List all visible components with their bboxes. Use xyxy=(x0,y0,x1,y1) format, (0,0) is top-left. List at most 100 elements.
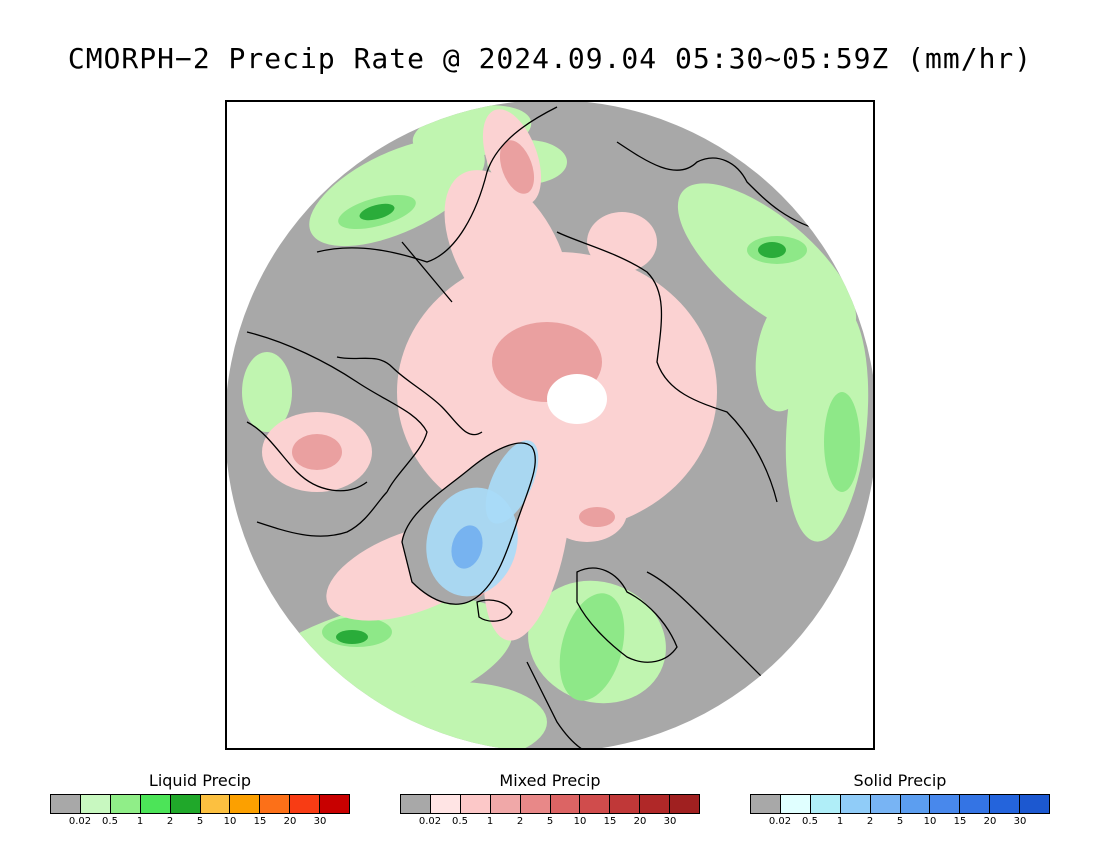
legend-ticks-mixed: 0.02 0.5 1 2 5 10 15 20 30 xyxy=(400,814,700,828)
legend-swatch xyxy=(960,795,991,813)
legend-tick-label: 30 xyxy=(663,816,677,827)
legend-tick-label: 15 xyxy=(253,816,267,827)
liquid-precip-area xyxy=(242,352,292,432)
legend-swatch xyxy=(580,795,611,813)
legend-solid: Solid Precip 0.02 0.5 1 2 5 10 15 20 30 xyxy=(750,772,1050,828)
legend-tick-label: 1 xyxy=(836,816,844,827)
legend-swatch xyxy=(840,795,871,813)
legend-swatch xyxy=(610,795,641,813)
legend-swatch xyxy=(401,795,431,813)
liquid-precip-heavy xyxy=(758,242,786,258)
pole-no-data xyxy=(547,374,607,424)
mixed-precip-moderate xyxy=(292,434,342,470)
map-svg xyxy=(227,102,873,748)
legend-swatch xyxy=(990,795,1021,813)
legend-tick-label: 5 xyxy=(196,816,204,827)
legend-tick-label: 30 xyxy=(313,816,327,827)
legend-swatch xyxy=(80,795,111,813)
legend-swatch xyxy=(460,795,491,813)
coastline-siberia xyxy=(556,231,778,503)
legend-bar-liquid xyxy=(50,794,350,814)
legend-tick-label: 0.02 xyxy=(768,816,792,827)
legend-bar-solid xyxy=(750,794,1050,814)
legend-swatch xyxy=(170,795,201,813)
legend-swatch xyxy=(200,795,231,813)
legend-ticks-liquid: 0.02 0.5 1 2 5 10 15 20 30 xyxy=(50,814,350,828)
legend-swatch xyxy=(320,795,350,813)
legend-tick-label: 30 xyxy=(1013,816,1027,827)
legend-mixed: Mixed Precip 0.02 0.5 1 2 5 10 15 20 30 xyxy=(400,772,700,828)
coastline-arctic-islands xyxy=(336,356,483,436)
liquid-precip-heavy xyxy=(359,203,395,221)
legend-liquid: Liquid Precip 0.02 0.5 1 2 5 10 15 20 30 xyxy=(50,772,350,828)
coastline-iceland xyxy=(476,599,513,622)
liquid-precip-moderate xyxy=(559,593,625,701)
legend-swatch xyxy=(51,795,81,813)
legend-swatch xyxy=(780,795,811,813)
legend-tick-label: 15 xyxy=(603,816,617,827)
coastline-russia-west xyxy=(646,571,768,683)
legend-tick-label: 20 xyxy=(633,816,647,827)
legend-tick-label: 15 xyxy=(953,816,967,827)
legend-swatch xyxy=(751,795,781,813)
precip-layer xyxy=(241,105,869,748)
legend-tick-label: 10 xyxy=(573,816,587,827)
solid-precip-area xyxy=(485,440,539,524)
liquid-precip-moderate xyxy=(824,392,860,492)
legend-swatch xyxy=(140,795,171,813)
legend-swatch xyxy=(490,795,521,813)
coastline-canada-north xyxy=(246,331,428,493)
legend-tick-label: 20 xyxy=(983,816,997,827)
legend-tick-label: 1 xyxy=(136,816,144,827)
legend-tick-label: 0.02 xyxy=(68,816,92,827)
legend-tick-label: 0.5 xyxy=(452,816,468,827)
legend-swatch xyxy=(230,795,261,813)
mixed-precip-moderate xyxy=(579,507,615,527)
legend-title-liquid: Liquid Precip xyxy=(148,771,252,790)
legend-swatch xyxy=(110,795,141,813)
legend-tick-label: 2 xyxy=(166,816,174,827)
coastline-east-siberia xyxy=(616,141,828,233)
legend-tick-label: 20 xyxy=(283,816,297,827)
mixed-precip-area xyxy=(587,212,657,272)
legend-tick-label: 0.5 xyxy=(802,816,818,827)
legend-tick-label: 5 xyxy=(546,816,554,827)
legend-swatch xyxy=(520,795,551,813)
legend-swatch xyxy=(870,795,901,813)
legend-swatch xyxy=(260,795,291,813)
legend-swatch xyxy=(900,795,931,813)
coastline-greenland xyxy=(401,442,536,605)
legend-tick-label: 5 xyxy=(896,816,904,827)
legend-title-mixed: Mixed Precip xyxy=(499,771,601,790)
liquid-precip-heavy xyxy=(336,630,368,644)
mixed-precip-area xyxy=(444,170,570,334)
legend-tick-label: 0.02 xyxy=(418,816,442,827)
legend-tick-label: 2 xyxy=(866,816,874,827)
coastline-labrador xyxy=(256,491,388,537)
coastline-bering xyxy=(401,241,453,303)
legend-swatch xyxy=(640,795,671,813)
legend-title-solid: Solid Precip xyxy=(853,771,947,790)
solid-precip-moderate xyxy=(451,525,483,569)
coastline-scandinavia xyxy=(576,567,678,663)
legend-swatch xyxy=(930,795,961,813)
liquid-precip-area xyxy=(755,292,819,412)
legend-swatch xyxy=(810,795,841,813)
legend-tick-label: 10 xyxy=(223,816,237,827)
legend-bar-mixed xyxy=(400,794,700,814)
legend-swatch xyxy=(430,795,461,813)
legend-swatch xyxy=(1020,795,1050,813)
coastline-uk xyxy=(526,661,588,748)
legend-ticks-solid: 0.02 0.5 1 2 5 10 15 20 30 xyxy=(750,814,1050,828)
legend-tick-label: 10 xyxy=(923,816,937,827)
legend-tick-label: 2 xyxy=(516,816,524,827)
coastline-alaska xyxy=(316,106,558,263)
coastline-hudson xyxy=(246,421,368,492)
polar-precip-map xyxy=(225,100,875,750)
chart-title: CMORPH−2 Precip Rate @ 2024.09.04 05:30~… xyxy=(67,42,1033,75)
legend-swatch xyxy=(670,795,700,813)
legend-swatch xyxy=(550,795,581,813)
coastlines xyxy=(246,106,828,748)
legend-tick-label: 0.5 xyxy=(102,816,118,827)
legend-tick-label: 1 xyxy=(486,816,494,827)
